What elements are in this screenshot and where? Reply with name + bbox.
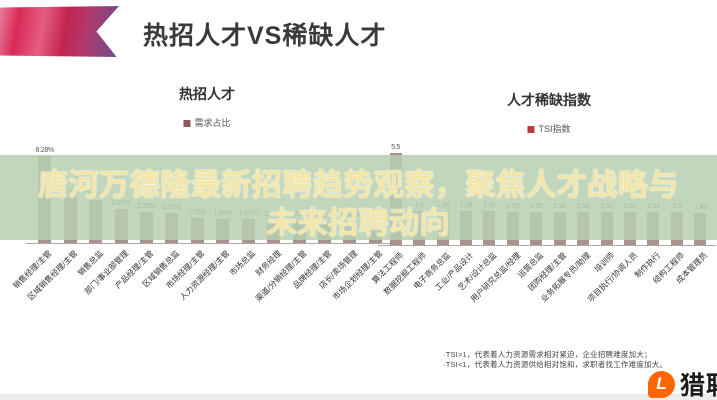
page-title: 热招人才VS稀缺人才 bbox=[143, 22, 387, 50]
legend-label: TSI指数 bbox=[538, 124, 571, 134]
headline-line1: 唐河万德隆最新招聘趋势观察，聚焦人才战略与 bbox=[38, 169, 679, 202]
scarcity-legend: TSI指数 bbox=[527, 122, 571, 135]
x-axis-line bbox=[378, 245, 716, 246]
legend-swatch-icon bbox=[183, 120, 191, 128]
liepin-logo-text: 猎聘 bbox=[680, 372, 717, 400]
liepin-logo: L 猎聘 bbox=[648, 366, 717, 400]
legend-label: 需求占比 bbox=[194, 118, 231, 128]
x-axis-line bbox=[26, 243, 392, 244]
bar-value-label: 5.5 bbox=[391, 144, 401, 151]
bar-value-label: 8.28% bbox=[35, 147, 55, 154]
scarcity-chart-title: 人才稀缺指数 bbox=[507, 92, 591, 108]
title-ribbon-icon bbox=[0, 6, 119, 57]
liepin-logo-icon: L bbox=[648, 370, 675, 398]
hot-jobs-legend: 需求占比 bbox=[183, 116, 231, 129]
overlay-band bbox=[0, 155, 717, 240]
tsi-footnote-line2: ·TSI<1，代表着人力资源供给相对饱和，求职者找工作难度加大。 bbox=[443, 360, 668, 369]
category-label: 市场总监 bbox=[228, 248, 258, 278]
headline-line2: 未来招聘动向 bbox=[267, 207, 450, 240]
legend-swatch-icon bbox=[527, 126, 535, 134]
hot-jobs-chart-title: 热招人才 bbox=[179, 86, 235, 102]
tsi-footnote-line1: ·TSI>1，代表着人力资源需求相对紧迫，企业招聘难度加大； bbox=[443, 350, 652, 359]
headline-overlay: 唐河万德隆最新招聘趋势观察，聚焦人才战略与 未来招聘动向 bbox=[0, 155, 717, 240]
bottom-edge-strip bbox=[0, 394, 717, 400]
